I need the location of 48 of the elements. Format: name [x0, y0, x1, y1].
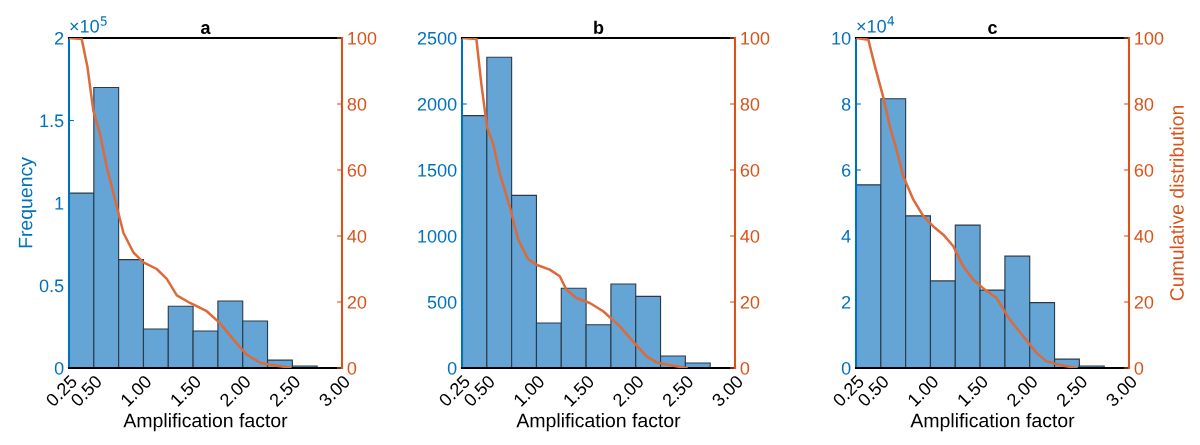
y-axis-title: Frequency	[18, 157, 37, 248]
y-tick-label: 0	[54, 361, 64, 375]
x-tick-label: 3.00	[1104, 374, 1138, 408]
y-tick-label: 6	[842, 163, 851, 177]
y2-tick-label: 80	[740, 97, 760, 111]
y2-tick-label: 80	[347, 97, 367, 111]
y-tick-label: 1000	[418, 229, 457, 243]
x-axis-title: Amplification factor	[516, 413, 681, 432]
x-axis-title: Amplification factor	[910, 413, 1075, 432]
y2-tick-label: 40	[347, 229, 367, 243]
y2-tick-label: 100	[1135, 31, 1164, 45]
y-tick-label: 1500	[418, 163, 457, 177]
y-tick-label: 2	[55, 31, 64, 45]
y-tick-label: 2	[842, 295, 851, 309]
text: ×10$^{5}$	[70, 16, 107, 33]
y2-tick-label: 100	[348, 31, 377, 45]
y-tick-label: 8	[841, 97, 851, 111]
y2-tick-label: 40	[1134, 229, 1154, 243]
y-tick-label: 10	[832, 31, 851, 45]
chart-title: a	[201, 24, 211, 35]
y-tick-label: 0	[447, 361, 457, 375]
y2-tick-label: 20	[1134, 295, 1154, 309]
y2-tick-label: 100	[741, 31, 770, 45]
y2-tick-label: 80	[1134, 97, 1154, 111]
y2-tick-label: 0	[740, 361, 750, 375]
y2-tick-label: 40	[740, 229, 760, 243]
y2-tick-label: 60	[1134, 163, 1154, 177]
y2-tick-label: 0	[347, 361, 357, 375]
y-tick-label: 2500	[417, 31, 457, 45]
y2-tick-label: 20	[740, 295, 760, 309]
chart-title: c	[988, 24, 997, 35]
y-tick-label: 0	[841, 361, 851, 375]
y-tick-label: 0.5	[39, 279, 64, 293]
x-axis-title: Amplification factor	[123, 413, 288, 432]
y-tick-label: 4	[841, 230, 851, 243]
y2-axis-title: Cumulative distribution	[1169, 105, 1184, 301]
chart-title: b	[594, 20, 604, 35]
text: ×10$^{4}$	[857, 16, 895, 33]
y2-tick-label: 0	[1134, 361, 1144, 375]
x-tick-label: 3.00	[710, 374, 744, 408]
y-tick-label: 2000	[417, 97, 457, 111]
y2-tick-label: 60	[347, 163, 367, 177]
y-tick-label: 1.5	[40, 114, 64, 128]
y2-tick-label: 60	[740, 163, 760, 177]
y-tick-label: 1	[55, 197, 64, 210]
x-tick-label: 3.00	[317, 374, 351, 408]
y2-tick-label: 20	[347, 295, 367, 309]
y-tick-label: 500	[427, 295, 457, 309]
